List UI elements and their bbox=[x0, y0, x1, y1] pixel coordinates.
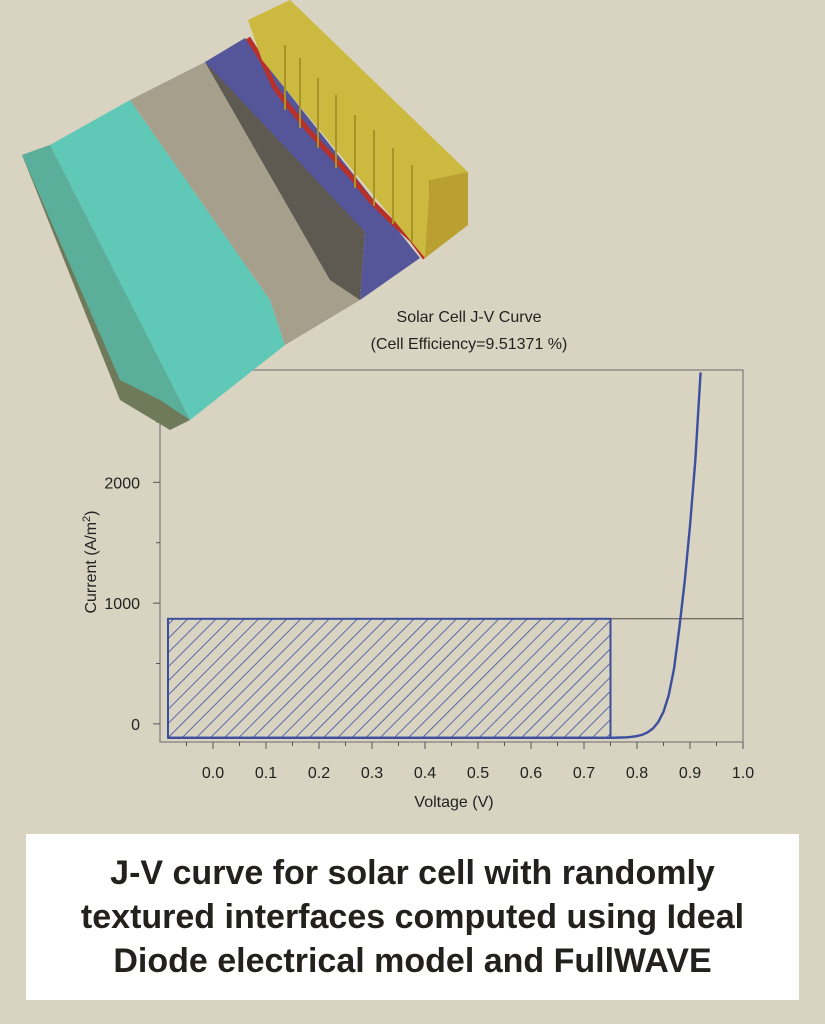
teal-layer-side bbox=[22, 145, 190, 420]
purple-layer bbox=[205, 38, 420, 300]
teal-layer-top bbox=[50, 100, 285, 420]
chart-subtitle: (Cell Efficiency=9.51371 %) bbox=[371, 336, 568, 353]
gray-layer-top bbox=[130, 62, 360, 345]
x-tick-label: 0.1 bbox=[255, 765, 277, 782]
solar-cell-illustration bbox=[22, 0, 468, 430]
y-axis-label-sup: 2 bbox=[81, 516, 93, 522]
x-tick-label: 0.0 bbox=[202, 765, 224, 782]
x-axis-label: Voltage (V) bbox=[414, 794, 493, 811]
y-tick-label: 2000 bbox=[104, 475, 140, 492]
jv-curve-series bbox=[168, 372, 702, 739]
max-power-rectangle bbox=[167, 617, 612, 739]
y-axis-ticks: 0 1000 2000 bbox=[104, 421, 160, 734]
y-axis-label-main: Current (A/m bbox=[83, 522, 100, 614]
caption-line-3: Diode electrical model and FullWAVE bbox=[113, 942, 712, 980]
x-tick-label: 0.5 bbox=[467, 765, 489, 782]
jv-chart: Solar Cell J-V Curve (Cell Efficiency=9.… bbox=[81, 309, 754, 811]
caption-line-1: J-V curve for solar cell with randomly bbox=[110, 854, 715, 892]
gray-layer-shadow bbox=[205, 58, 365, 300]
x-tick-label: 0.8 bbox=[626, 765, 648, 782]
x-tick-label: 0.3 bbox=[361, 765, 383, 782]
x-tick-label: 0.2 bbox=[308, 765, 330, 782]
x-tick-label: 1.0 bbox=[732, 765, 754, 782]
caption-box: J-V curve for solar cell with randomly t… bbox=[26, 834, 799, 1000]
gold-layer-side bbox=[425, 172, 468, 258]
x-tick-label: 0.4 bbox=[414, 765, 436, 782]
y-axis-label-close: ) bbox=[83, 510, 100, 515]
y-tick-label: 0 bbox=[131, 717, 140, 734]
x-tick-label: 0.7 bbox=[573, 765, 595, 782]
chart-title: Solar Cell J-V Curve bbox=[397, 309, 542, 326]
x-tick-label: 0.9 bbox=[679, 765, 701, 782]
y-axis-label: Current (A/m2) bbox=[81, 510, 100, 613]
red-interface-line bbox=[245, 36, 428, 260]
caption-line-2: textured interfaces computed using Ideal bbox=[80, 898, 745, 936]
y-tick-label: 1000 bbox=[104, 596, 140, 613]
x-axis-ticks: 0.0 0.1 0.2 0.3 0.4 0.5 0.6 0.7 0.8 0.9 1.0 bbox=[186, 742, 754, 782]
x-tick-label: 0.6 bbox=[520, 765, 542, 782]
